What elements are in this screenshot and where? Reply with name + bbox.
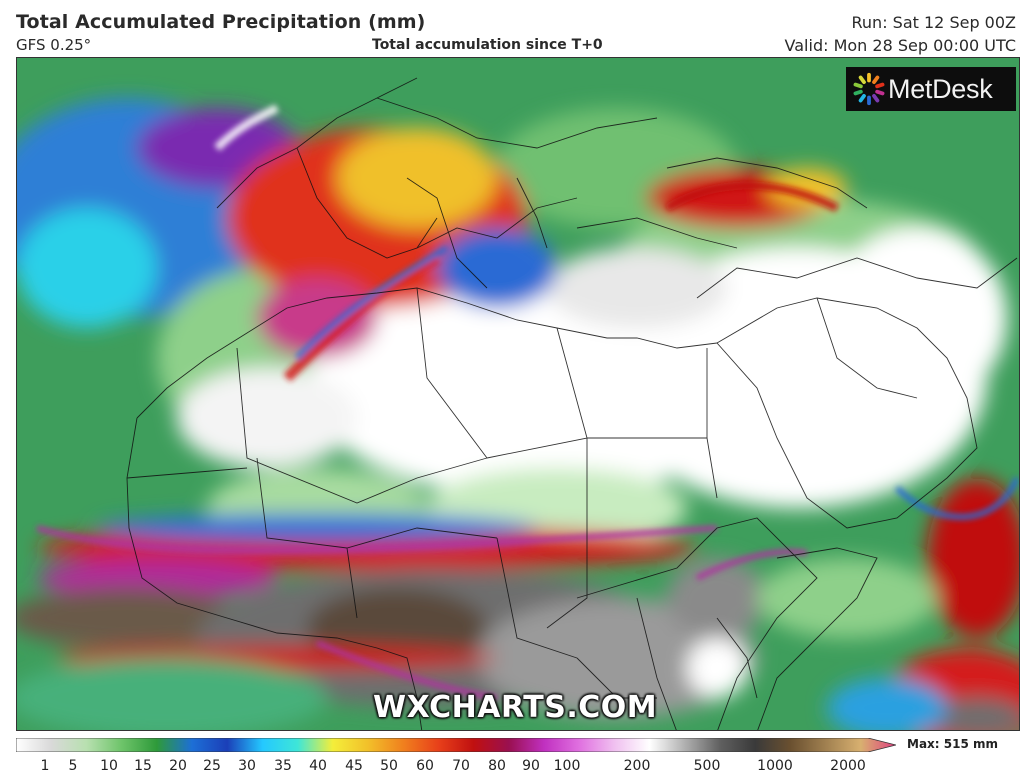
colorbar-tick-label: 35 [274, 758, 292, 774]
colorbar-tick-label: 70 [452, 758, 470, 774]
colorbar-tick-label: 20 [169, 758, 187, 774]
colorbar-tick-label: 90 [522, 758, 540, 774]
colorbar-tick-label: 100 [553, 758, 581, 774]
valid-time: Valid: Mon 28 Sep 00:00 UTC [784, 36, 1016, 55]
logo-text: MetDesk [888, 73, 993, 104]
run-time: Run: Sat 12 Sep 00Z [851, 13, 1016, 32]
colorbar-tick-label: 80 [488, 758, 506, 774]
colorbar-tick-label: 2000 [830, 758, 866, 774]
colorbar-tick-label: 500 [693, 758, 721, 774]
accumulation-subtitle: Total accumulation since T+0 [372, 37, 603, 53]
colorbar-tick-label: 25 [203, 758, 221, 774]
colorbar-tick-label: 15 [134, 758, 152, 774]
metdesk-logo: MetDesk [846, 67, 1016, 111]
model-label: GFS 0.25° [16, 36, 92, 54]
wxcharts-watermark: WXCHARTS.COM [373, 690, 658, 725]
colorbar-tick-label: 1 [40, 758, 50, 774]
colorbar-ticks: 1 5 10 15 20 25 30 35 40 45 50 60 70 80 90 100 200 500 100… [0, 756, 1024, 780]
colorbar-tick-label: 50 [380, 758, 398, 774]
precipitation-map [16, 57, 1020, 731]
colorbar-tick-label: 40 [309, 758, 327, 774]
country-borders [126, 77, 1018, 730]
metdesk-star-icon [853, 72, 885, 106]
colorbar-tick-label: 200 [623, 758, 651, 774]
colorbar-tick-label: 60 [416, 758, 434, 774]
colorbar-tick-label: 1000 [757, 758, 793, 774]
colorbar-max-label: Max: 515 mm [907, 737, 998, 751]
colorbar [16, 738, 896, 752]
colorbar-tick-label: 45 [345, 758, 363, 774]
chart-title: Total Accumulated Precipitation (mm) [16, 11, 426, 33]
colorbar-tick-label: 30 [238, 758, 256, 774]
colorbar-tick-label: 5 [68, 758, 78, 774]
map-canvas [17, 58, 1019, 730]
colorbar-tick-label: 10 [100, 758, 118, 774]
